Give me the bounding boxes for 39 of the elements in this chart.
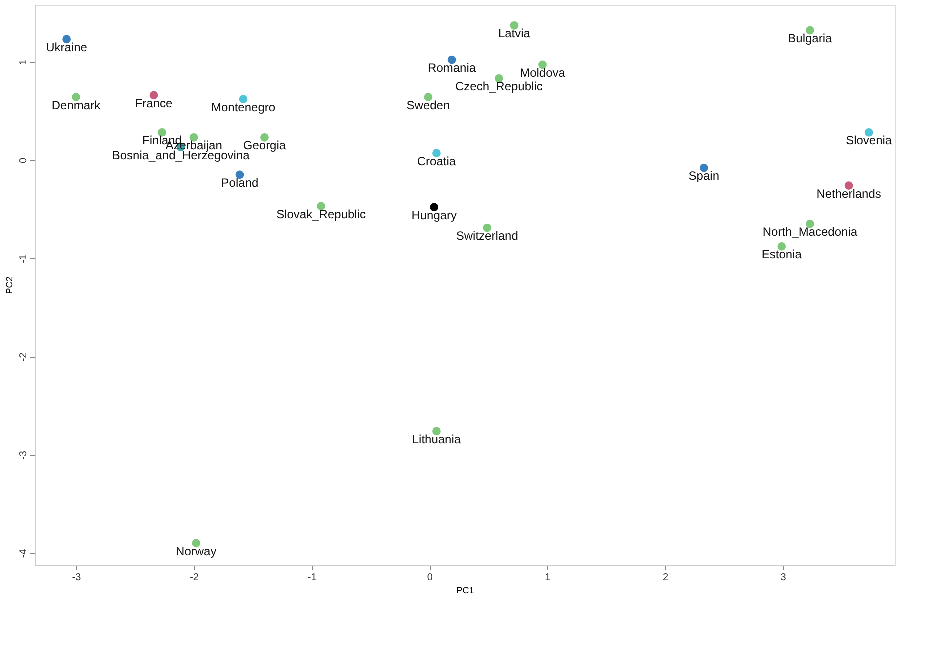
annotation: Denmark bbox=[52, 98, 102, 112]
y-tick-label: 0 bbox=[18, 158, 30, 164]
annotation: Poland bbox=[221, 176, 259, 190]
annotation: Croatia bbox=[417, 154, 456, 168]
point bbox=[239, 95, 248, 104]
annotation: France bbox=[135, 96, 173, 110]
annotation: Romania bbox=[428, 61, 476, 76]
y-tick-label: -2 bbox=[18, 352, 30, 362]
annotation: Ukraine bbox=[46, 40, 88, 54]
annotation: Czech_Republic bbox=[455, 80, 543, 94]
annotation: Moldova bbox=[520, 66, 566, 80]
annotation: North_Macedonia bbox=[762, 225, 858, 240]
annotation: Netherlands bbox=[816, 186, 882, 201]
x-tick-label: 1 bbox=[545, 572, 552, 584]
annotation: Switzerland bbox=[456, 229, 518, 244]
annotation: Estonia bbox=[762, 248, 802, 262]
x-tick-label: 2 bbox=[662, 572, 669, 584]
annotation: Georgia bbox=[243, 138, 286, 153]
y-tick-label: -4 bbox=[18, 548, 30, 558]
annotation: Norway bbox=[176, 544, 217, 558]
x-tick-label: -3 bbox=[72, 572, 82, 584]
annotation: Bulgaria bbox=[788, 32, 833, 46]
annotation: Montenegro bbox=[211, 100, 276, 114]
annotation: Slovenia bbox=[846, 134, 892, 148]
y-tick-label: -3 bbox=[18, 450, 30, 460]
y-tick-label: -1 bbox=[18, 254, 30, 264]
annotation: Latvia bbox=[498, 26, 531, 41]
x-tick-label: -1 bbox=[308, 572, 318, 584]
annotation: Lithuania bbox=[412, 432, 462, 446]
y-axis-title: PC2 bbox=[4, 276, 14, 294]
x-axis-title: PC1 bbox=[456, 586, 474, 596]
annotation: Slovak_Republic bbox=[276, 207, 366, 222]
y-tick-label: 1 bbox=[18, 59, 30, 66]
annotation: Spain bbox=[688, 169, 720, 184]
x-tick-label: 3 bbox=[780, 572, 787, 584]
annotation: Hungary bbox=[412, 208, 458, 222]
annotation: Sweden bbox=[406, 98, 450, 112]
x-tick-label: 0 bbox=[427, 572, 434, 584]
x-tick-label: -2 bbox=[190, 572, 200, 584]
